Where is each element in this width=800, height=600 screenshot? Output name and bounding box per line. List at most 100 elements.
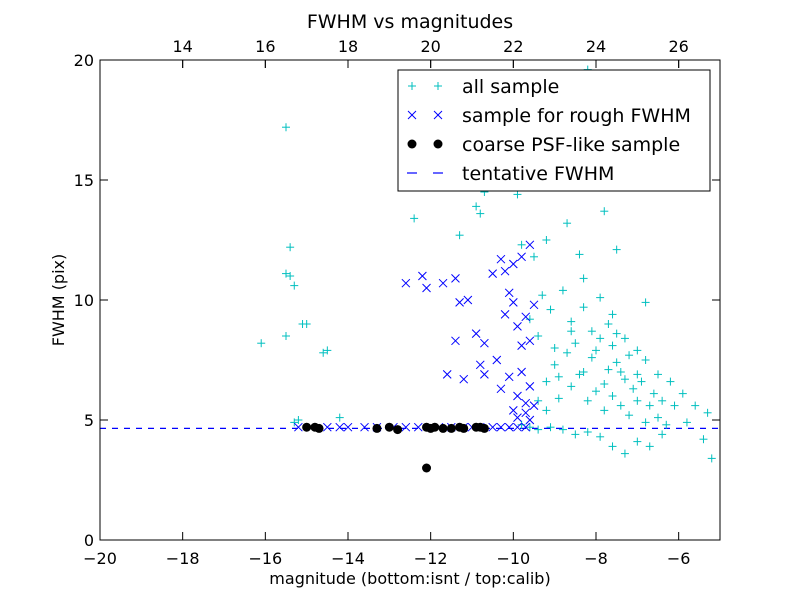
x-tick-label: −6: [667, 549, 691, 568]
all-sample-point: [620, 334, 629, 343]
all-sample-point: [302, 320, 311, 328]
rough-sample-point: [513, 322, 522, 331]
all-sample-point: [558, 425, 567, 434]
rough-sample-point: [360, 422, 369, 432]
x-tick-label: −18: [166, 549, 200, 568]
all-sample-point: [587, 327, 596, 336]
all-sample-point: [608, 310, 617, 319]
all-sample-point: [534, 332, 543, 340]
rough-sample-point: [496, 254, 506, 264]
y-tick-label: 5: [84, 411, 94, 430]
top-tick-label: 20: [420, 37, 440, 56]
x-tick-label: −20: [83, 549, 117, 568]
rough-sample-point: [504, 372, 514, 382]
x-axis-title: magnitude (bottom:isnt / top:calib): [269, 569, 550, 588]
psf-sample-point: [384, 422, 394, 432]
rough-sample-point: [521, 422, 531, 432]
all-sample-point: [604, 320, 613, 328]
psf-sample-point: [302, 422, 312, 432]
all-sample-point: [641, 418, 650, 427]
cross-marker-stroke-b: [488, 269, 498, 278]
cross-marker-stroke-b: [418, 271, 427, 281]
top-tick-label: 26: [668, 37, 688, 56]
rough-sample-point: [521, 312, 531, 322]
all-sample-point: [554, 372, 563, 381]
all-sample-point: [608, 442, 617, 451]
rough-sample-point: [335, 422, 345, 432]
cross-marker-stroke-b: [413, 422, 423, 432]
rough-sample-point: [500, 266, 510, 276]
cross-marker-stroke-b: [525, 240, 535, 250]
psf-sample-point: [459, 423, 469, 433]
cross-marker-stroke-b: [451, 336, 460, 346]
all-sample-point: [600, 207, 609, 216]
cross-marker-stroke-b: [294, 422, 303, 432]
cross-marker-stroke-b: [401, 278, 411, 288]
rough-sample-point: [508, 298, 518, 307]
cross-marker-stroke-b: [508, 298, 518, 307]
cross-marker-stroke-b: [529, 300, 539, 310]
cross-marker-stroke-b: [513, 322, 522, 331]
cross-marker-stroke-b: [492, 355, 502, 365]
cross-marker-stroke-b: [496, 422, 506, 432]
all-sample-point: [567, 382, 576, 391]
rough-sample-point: [438, 278, 448, 288]
all-sample-point: [546, 305, 555, 314]
psf-sample-point: [446, 423, 456, 433]
rough-sample-point: [525, 240, 535, 250]
all-sample-point: [575, 370, 584, 379]
left-axis: 0 5 10 15 20: [74, 51, 720, 550]
legend-plus-marker: [434, 82, 442, 90]
legend-marker-cross-icon: [407, 110, 443, 120]
rough-sample-point: [422, 283, 431, 293]
rough-sample-point: [492, 355, 502, 365]
all-sample-point: [620, 375, 629, 384]
all-sample-point: [579, 274, 588, 283]
rough-sample-point: [529, 401, 539, 410]
cross-marker-stroke-b: [343, 422, 353, 432]
all-sample-point: [699, 435, 708, 444]
all-sample-point: [542, 406, 551, 415]
all-sample-point: [571, 430, 580, 439]
all-sample-point: [517, 420, 526, 429]
data-layer: [100, 65, 720, 473]
all-sample-point: [707, 454, 716, 463]
all-sample-point: [286, 243, 295, 252]
all-sample-point: [691, 401, 700, 410]
rough-sample-point: [496, 384, 506, 394]
all-sample-point: [654, 370, 662, 379]
rough-sample-point: [525, 415, 535, 425]
legend-box: [397, 69, 711, 192]
cross-marker-stroke-b: [521, 408, 531, 418]
all-sample-point: [558, 286, 567, 295]
all-sample-point: [546, 423, 555, 432]
psf-sample-point: [430, 422, 440, 432]
all-sample-point: [550, 360, 559, 369]
cross-marker-stroke-b: [463, 295, 473, 305]
x-tick-label: −12: [414, 549, 448, 568]
all-sample-point: [625, 411, 634, 420]
all-sample-point: [637, 377, 646, 386]
all-sample-point: [472, 202, 481, 211]
all-sample-point: [282, 332, 290, 340]
rough-sample-point: [442, 370, 452, 379]
all-sample-point: [282, 123, 290, 132]
all-sample-point: [596, 293, 605, 302]
all-sample-point: [600, 406, 609, 415]
legend-entry-tentative-fwhm: tentative FWHM: [407, 163, 614, 185]
cross-marker-stroke-b: [513, 413, 522, 422]
cross-marker-stroke-b: [513, 422, 522, 432]
all-sample-point: [410, 214, 419, 223]
cross-marker-stroke-b: [525, 382, 535, 391]
all-sample-point: [703, 408, 712, 417]
all-sample-point: [550, 344, 559, 352]
all-sample-point: [612, 358, 621, 367]
all-sample-point: [633, 346, 642, 355]
plot-area: [99, 59, 721, 541]
cross-marker-stroke-b: [360, 422, 369, 432]
y-axis-title: FWHM (pix): [49, 254, 68, 347]
all-sample-point: [629, 384, 638, 393]
rough-sample-point: [451, 336, 460, 346]
cross-marker-stroke-b: [480, 338, 489, 348]
rough-sample-point: [459, 374, 469, 384]
